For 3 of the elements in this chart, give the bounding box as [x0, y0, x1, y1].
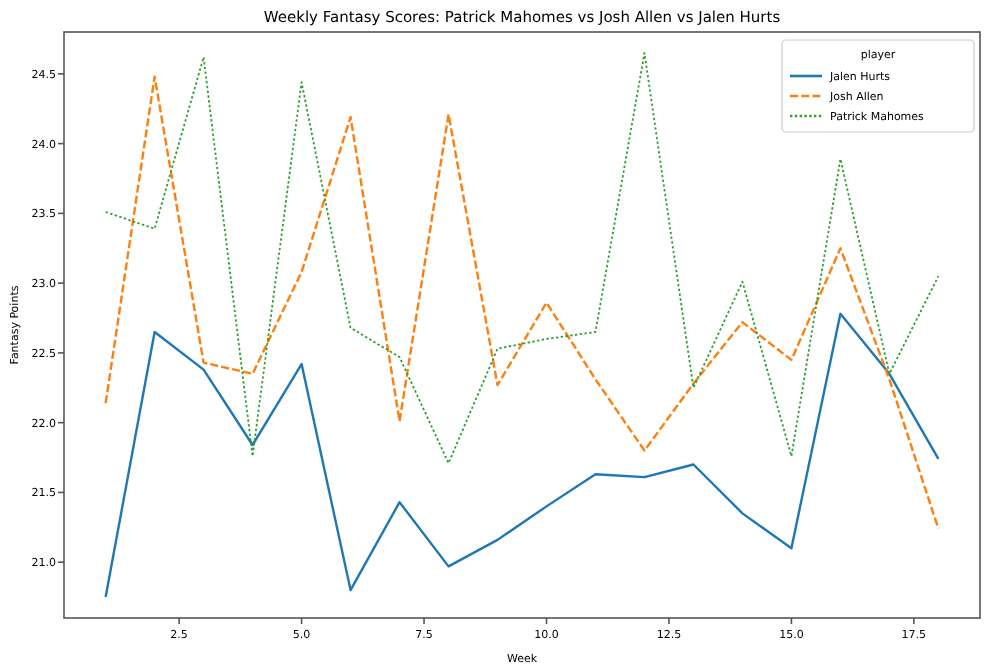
- line-series: [104, 312, 940, 599]
- line-series: [104, 75, 940, 530]
- line-series: [104, 52, 940, 465]
